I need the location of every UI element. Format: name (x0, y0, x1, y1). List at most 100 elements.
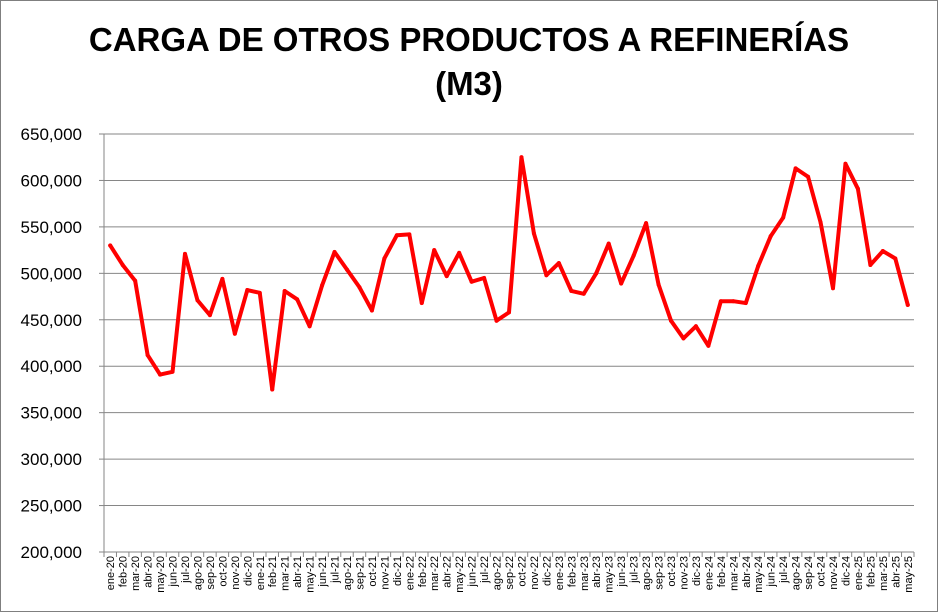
x-tick-label: mar-23 (579, 556, 591, 591)
data-point (444, 274, 449, 279)
data-point (893, 256, 898, 261)
x-tick-label: jul-21 (330, 556, 342, 584)
data-point (556, 261, 561, 266)
data-point (394, 233, 399, 238)
x-tick-label: may-20 (155, 556, 167, 593)
data-point (282, 288, 287, 293)
x-tick-label: sep-22 (504, 556, 516, 590)
data-point (743, 301, 748, 306)
data-point (619, 281, 624, 286)
data-point (843, 161, 848, 166)
data-point (781, 215, 786, 220)
y-tick-label: 450,000 (21, 311, 82, 330)
x-tick-label: sep-23 (654, 556, 666, 590)
data-point (183, 251, 187, 256)
data-point (606, 241, 611, 246)
x-tick-label: abr-24 (741, 556, 753, 588)
data-point (195, 298, 200, 303)
x-axis-tick-labels: ene-20 feb-20 mar-20 abr-20 may-20 jun-20 jul-… (105, 556, 915, 593)
x-tick-label: feb-23 (566, 556, 578, 587)
data-point (245, 288, 250, 293)
x-tick-label: oct-23 (666, 556, 678, 587)
data-point (880, 249, 885, 254)
data-point (419, 301, 424, 306)
data-point (831, 286, 835, 291)
x-tick-label: dic-20 (242, 556, 254, 586)
x-tick-label: jul-24 (778, 556, 790, 584)
data-point (145, 353, 150, 358)
x-tick-label: nov-23 (678, 556, 690, 590)
data-point (207, 313, 212, 318)
data-point (544, 273, 549, 278)
x-tick-label: abr-20 (143, 556, 155, 588)
x-tick-label: sep-24 (803, 556, 815, 590)
data-point (507, 310, 511, 315)
data-point (482, 275, 487, 280)
x-tick-label: jun-24 (766, 556, 778, 588)
data-point (519, 155, 524, 160)
x-tick-label: feb-20 (118, 556, 130, 587)
data-point (581, 291, 586, 296)
y-tick-label: 650,000 (21, 125, 82, 144)
data-point (855, 186, 860, 191)
x-tick-label: abr-25 (890, 556, 902, 588)
x-tick-label: ene-21 (255, 556, 267, 590)
x-tick-label: oct-22 (516, 556, 528, 587)
data-point (345, 267, 349, 272)
data-point (307, 324, 312, 329)
y-tick-label: 250,000 (21, 497, 82, 516)
data-points (108, 155, 910, 392)
data-point (469, 279, 474, 284)
data-point (569, 288, 574, 293)
data-point (357, 285, 362, 290)
axes (99, 133, 915, 557)
y-tick-label: 600,000 (21, 171, 82, 190)
data-point (220, 276, 225, 281)
x-tick-label: oct-21 (367, 556, 379, 587)
x-tick-label: ene-24 (703, 556, 715, 590)
x-tick-label: jun-22 (467, 556, 479, 588)
data-point (232, 331, 237, 336)
data-point (494, 318, 499, 323)
data-point (158, 372, 163, 377)
x-tick-label: mar-25 (878, 556, 890, 591)
data-point (768, 234, 773, 239)
data-point (531, 231, 536, 236)
y-tick-label: 550,000 (21, 218, 82, 237)
x-tick-label: ago-24 (791, 556, 803, 590)
data-point (631, 253, 636, 258)
data-point (320, 283, 325, 288)
data-point (332, 249, 337, 254)
x-tick-label: oct-20 (217, 556, 229, 587)
y-tick-label: 350,000 (21, 404, 82, 423)
data-point (120, 262, 125, 267)
x-tick-label: may-25 (903, 556, 915, 593)
x-tick-label: sep-20 (205, 556, 217, 590)
x-tick-label: mar-20 (130, 556, 142, 591)
x-tick-label: ago-23 (641, 556, 653, 590)
x-tick-label: dic-23 (691, 556, 703, 586)
data-point (108, 243, 113, 248)
x-tick-label: ago-21 (342, 556, 354, 590)
data-point (407, 232, 412, 237)
data-point (369, 308, 374, 313)
x-tick-label: mar-22 (429, 556, 441, 591)
x-tick-label: nov-24 (828, 556, 840, 590)
x-tick-label: may-21 (305, 556, 317, 593)
x-tick-label: ago-20 (192, 556, 204, 590)
data-point (669, 318, 673, 323)
y-tick-label: 200,000 (21, 543, 82, 562)
x-tick-label: dic-21 (392, 556, 404, 586)
data-point (295, 297, 300, 302)
x-tick-label: feb-21 (267, 556, 279, 587)
x-tick-label: nov-22 (529, 556, 541, 590)
data-point (681, 336, 686, 341)
x-tick-label: jun-21 (317, 556, 329, 588)
y-tick-label: 400,000 (21, 357, 82, 376)
data-point (382, 256, 387, 261)
data-point (718, 299, 723, 304)
data-point (656, 282, 661, 287)
x-tick-label: dic-22 (541, 556, 553, 586)
data-point (818, 220, 823, 225)
